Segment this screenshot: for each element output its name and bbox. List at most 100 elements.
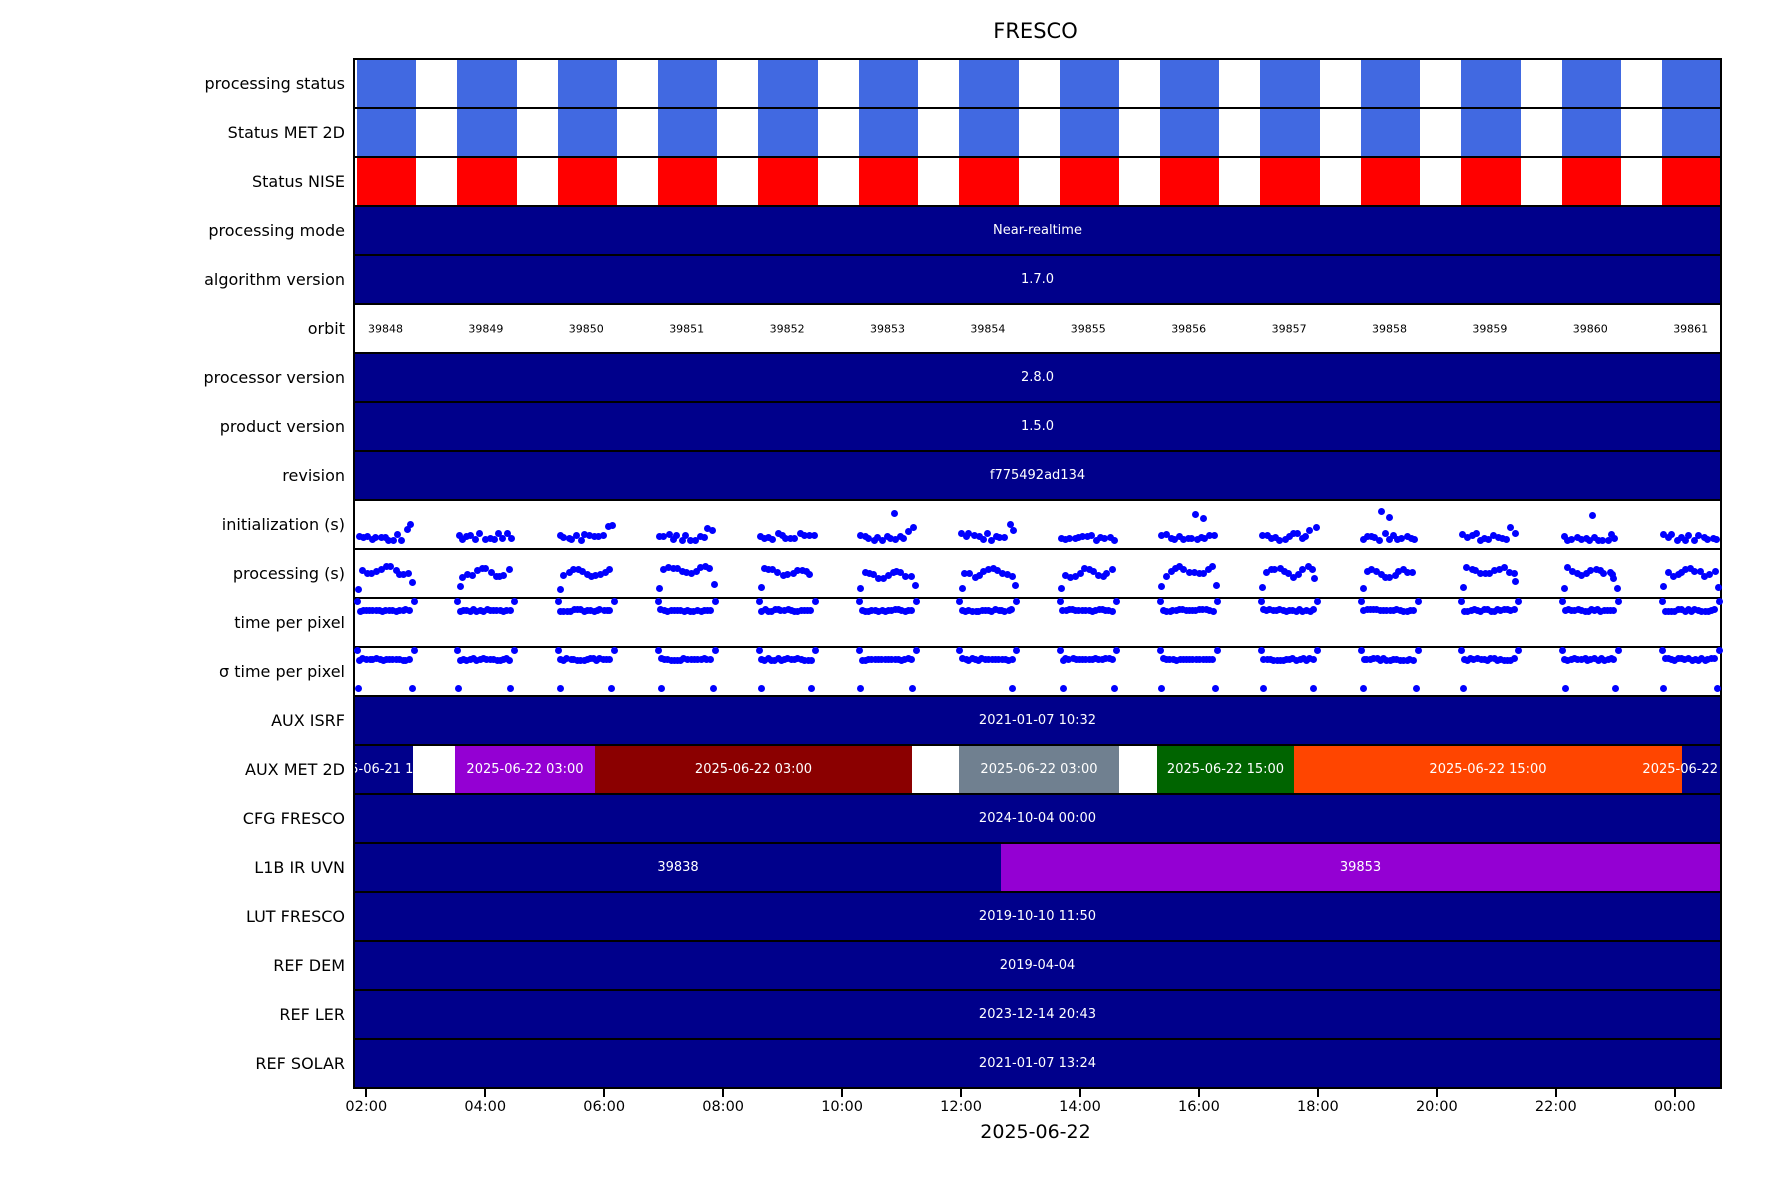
row-label-algorithm-version: algorithm version: [204, 269, 345, 289]
data-point: [1412, 684, 1420, 692]
data-point: [454, 646, 462, 654]
data-point: [958, 585, 966, 593]
data-point: [976, 571, 984, 579]
status-bar: [1159, 60, 1220, 107]
data-point: [483, 655, 491, 663]
data-point: [1290, 529, 1298, 537]
data-point: [669, 536, 677, 544]
data-point: [789, 569, 797, 577]
data-point: [1358, 597, 1365, 605]
data-point: [1079, 533, 1087, 541]
data-point: [354, 646, 361, 654]
data-point: [1499, 535, 1507, 543]
row-value: 1.7.0: [1020, 272, 1055, 287]
data-point: [359, 655, 367, 663]
data-point: [1570, 655, 1578, 663]
data-point: [978, 655, 986, 663]
data-point: [1190, 568, 1198, 576]
data-point: [1703, 536, 1711, 544]
data-point: [786, 535, 794, 543]
data-point: [1267, 534, 1275, 542]
x-tick-label: 14:00: [1059, 1099, 1101, 1115]
data-point: [1463, 563, 1471, 571]
row-label-lut-fresco: LUT FRESCO: [245, 906, 345, 926]
data-point: [1198, 606, 1206, 614]
x-tick-mark: [1197, 1089, 1200, 1097]
data-point: [697, 564, 705, 572]
data-point: [989, 565, 997, 573]
data-point: [557, 585, 565, 593]
segment-label: 2025-06-21 15:00: [355, 762, 443, 777]
data-point: [1158, 532, 1166, 539]
data-point: [1008, 572, 1016, 580]
data-point: [1061, 571, 1069, 579]
data-point: [611, 597, 619, 605]
data-point: [554, 597, 562, 605]
data-point: [1399, 607, 1407, 615]
data-point: [1306, 526, 1314, 534]
data-point: [1175, 532, 1183, 540]
data-point: [1485, 569, 1493, 577]
row-label-product-version: product version: [219, 416, 345, 436]
data-point: [494, 530, 502, 538]
data-point: [664, 563, 672, 571]
data-point: [406, 607, 414, 615]
data-point: [1570, 607, 1578, 615]
row-label-orbit: orbit: [307, 318, 345, 338]
data-point: [1010, 526, 1018, 534]
data-point: [378, 566, 386, 574]
data-point: [1113, 597, 1121, 605]
row-label-status-nise: Status NISE: [251, 171, 345, 191]
data-point: [1564, 656, 1572, 664]
status-bar: [758, 158, 818, 205]
data-point: [1592, 566, 1600, 574]
data-point: [606, 656, 614, 664]
segment-label: 2025-06-22 15:00: [1166, 762, 1285, 777]
x-tick-label: 22:00: [1534, 1099, 1577, 1115]
data-point: [1360, 584, 1368, 592]
data-point: [1682, 536, 1690, 544]
data-point: [907, 572, 915, 580]
data-point: [1067, 574, 1075, 582]
data-point: [1700, 572, 1708, 580]
data-point: [355, 533, 363, 541]
data-point: [1259, 532, 1267, 540]
data-point: [605, 566, 613, 574]
data-point: [703, 656, 711, 664]
row-time-per-pixel: [354, 646, 1723, 697]
data-point: [985, 566, 993, 574]
data-point: [454, 597, 462, 605]
data-point: [898, 607, 906, 615]
segment-label: 39838: [657, 860, 699, 875]
data-point: [609, 521, 617, 529]
data-point: [1587, 655, 1595, 663]
data-point: [868, 656, 876, 664]
data-point: [957, 530, 965, 538]
status-bar: [1260, 60, 1320, 107]
row-value: 2019-04-04: [999, 958, 1076, 973]
data-point: [988, 536, 996, 544]
data-point: [1473, 607, 1481, 615]
data-point: [573, 606, 581, 614]
data-point: [791, 535, 799, 543]
data-point: [1090, 568, 1098, 576]
data-point: [1382, 573, 1390, 581]
data-point: [1403, 533, 1411, 541]
data-point: [894, 606, 902, 614]
data-point: [377, 534, 385, 542]
data-point: [670, 564, 678, 572]
data-point: [600, 531, 608, 539]
data-point: [1192, 606, 1200, 614]
x-tick-mark: [365, 1089, 368, 1097]
data-point: [1406, 656, 1414, 664]
data-point: [709, 684, 717, 692]
data-point: [1590, 655, 1598, 663]
data-point: [1381, 529, 1389, 537]
data-point: [1280, 567, 1288, 575]
data-point: [1309, 655, 1317, 663]
orbit-number: 39849: [468, 322, 504, 335]
data-point: [1665, 568, 1673, 576]
data-point: [1087, 532, 1095, 540]
row-ref-dem: 2019-04-04: [355, 942, 1720, 991]
